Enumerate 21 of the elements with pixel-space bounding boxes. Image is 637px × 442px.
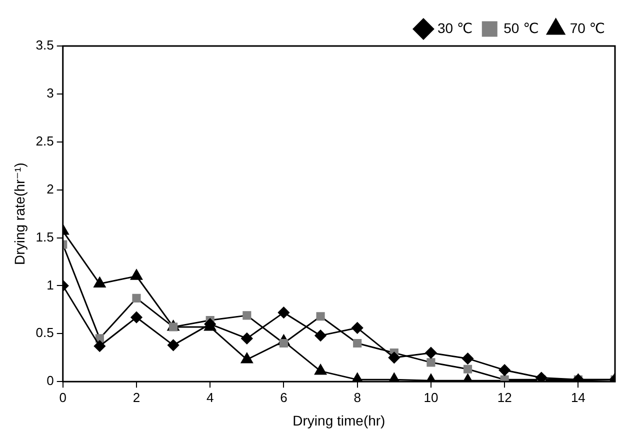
y-tick-label: 3.5 (36, 38, 54, 53)
y-axis-title: Drying rate(hr⁻¹) (11, 162, 28, 265)
x-tick-label: 4 (206, 390, 214, 405)
x-tick-label: 10 (424, 390, 438, 405)
y-tick-label: 2 (46, 181, 54, 196)
x-tick-label: 0 (59, 390, 66, 405)
y-tick-label: 0.5 (36, 325, 54, 340)
y-tick-label: 1 (46, 277, 54, 292)
legend-label: 50 ℃ (504, 20, 539, 36)
x-axis-title: Drying time(hr) (292, 412, 386, 428)
y-tick-label: 2.5 (36, 133, 54, 148)
legend-label: 70 ℃ (570, 20, 606, 36)
x-tick-label: 12 (497, 390, 512, 405)
x-tick-label: 6 (280, 390, 288, 405)
x-tick-label: 2 (132, 390, 140, 405)
y-tick-label: 3 (46, 86, 54, 101)
x-tick-label: 8 (354, 390, 361, 405)
legend-label: 30 ℃ (437, 20, 473, 36)
y-tick-label: 0 (46, 373, 54, 388)
x-tick-label: 14 (570, 390, 586, 405)
y-tick-label: 1.5 (36, 229, 54, 244)
